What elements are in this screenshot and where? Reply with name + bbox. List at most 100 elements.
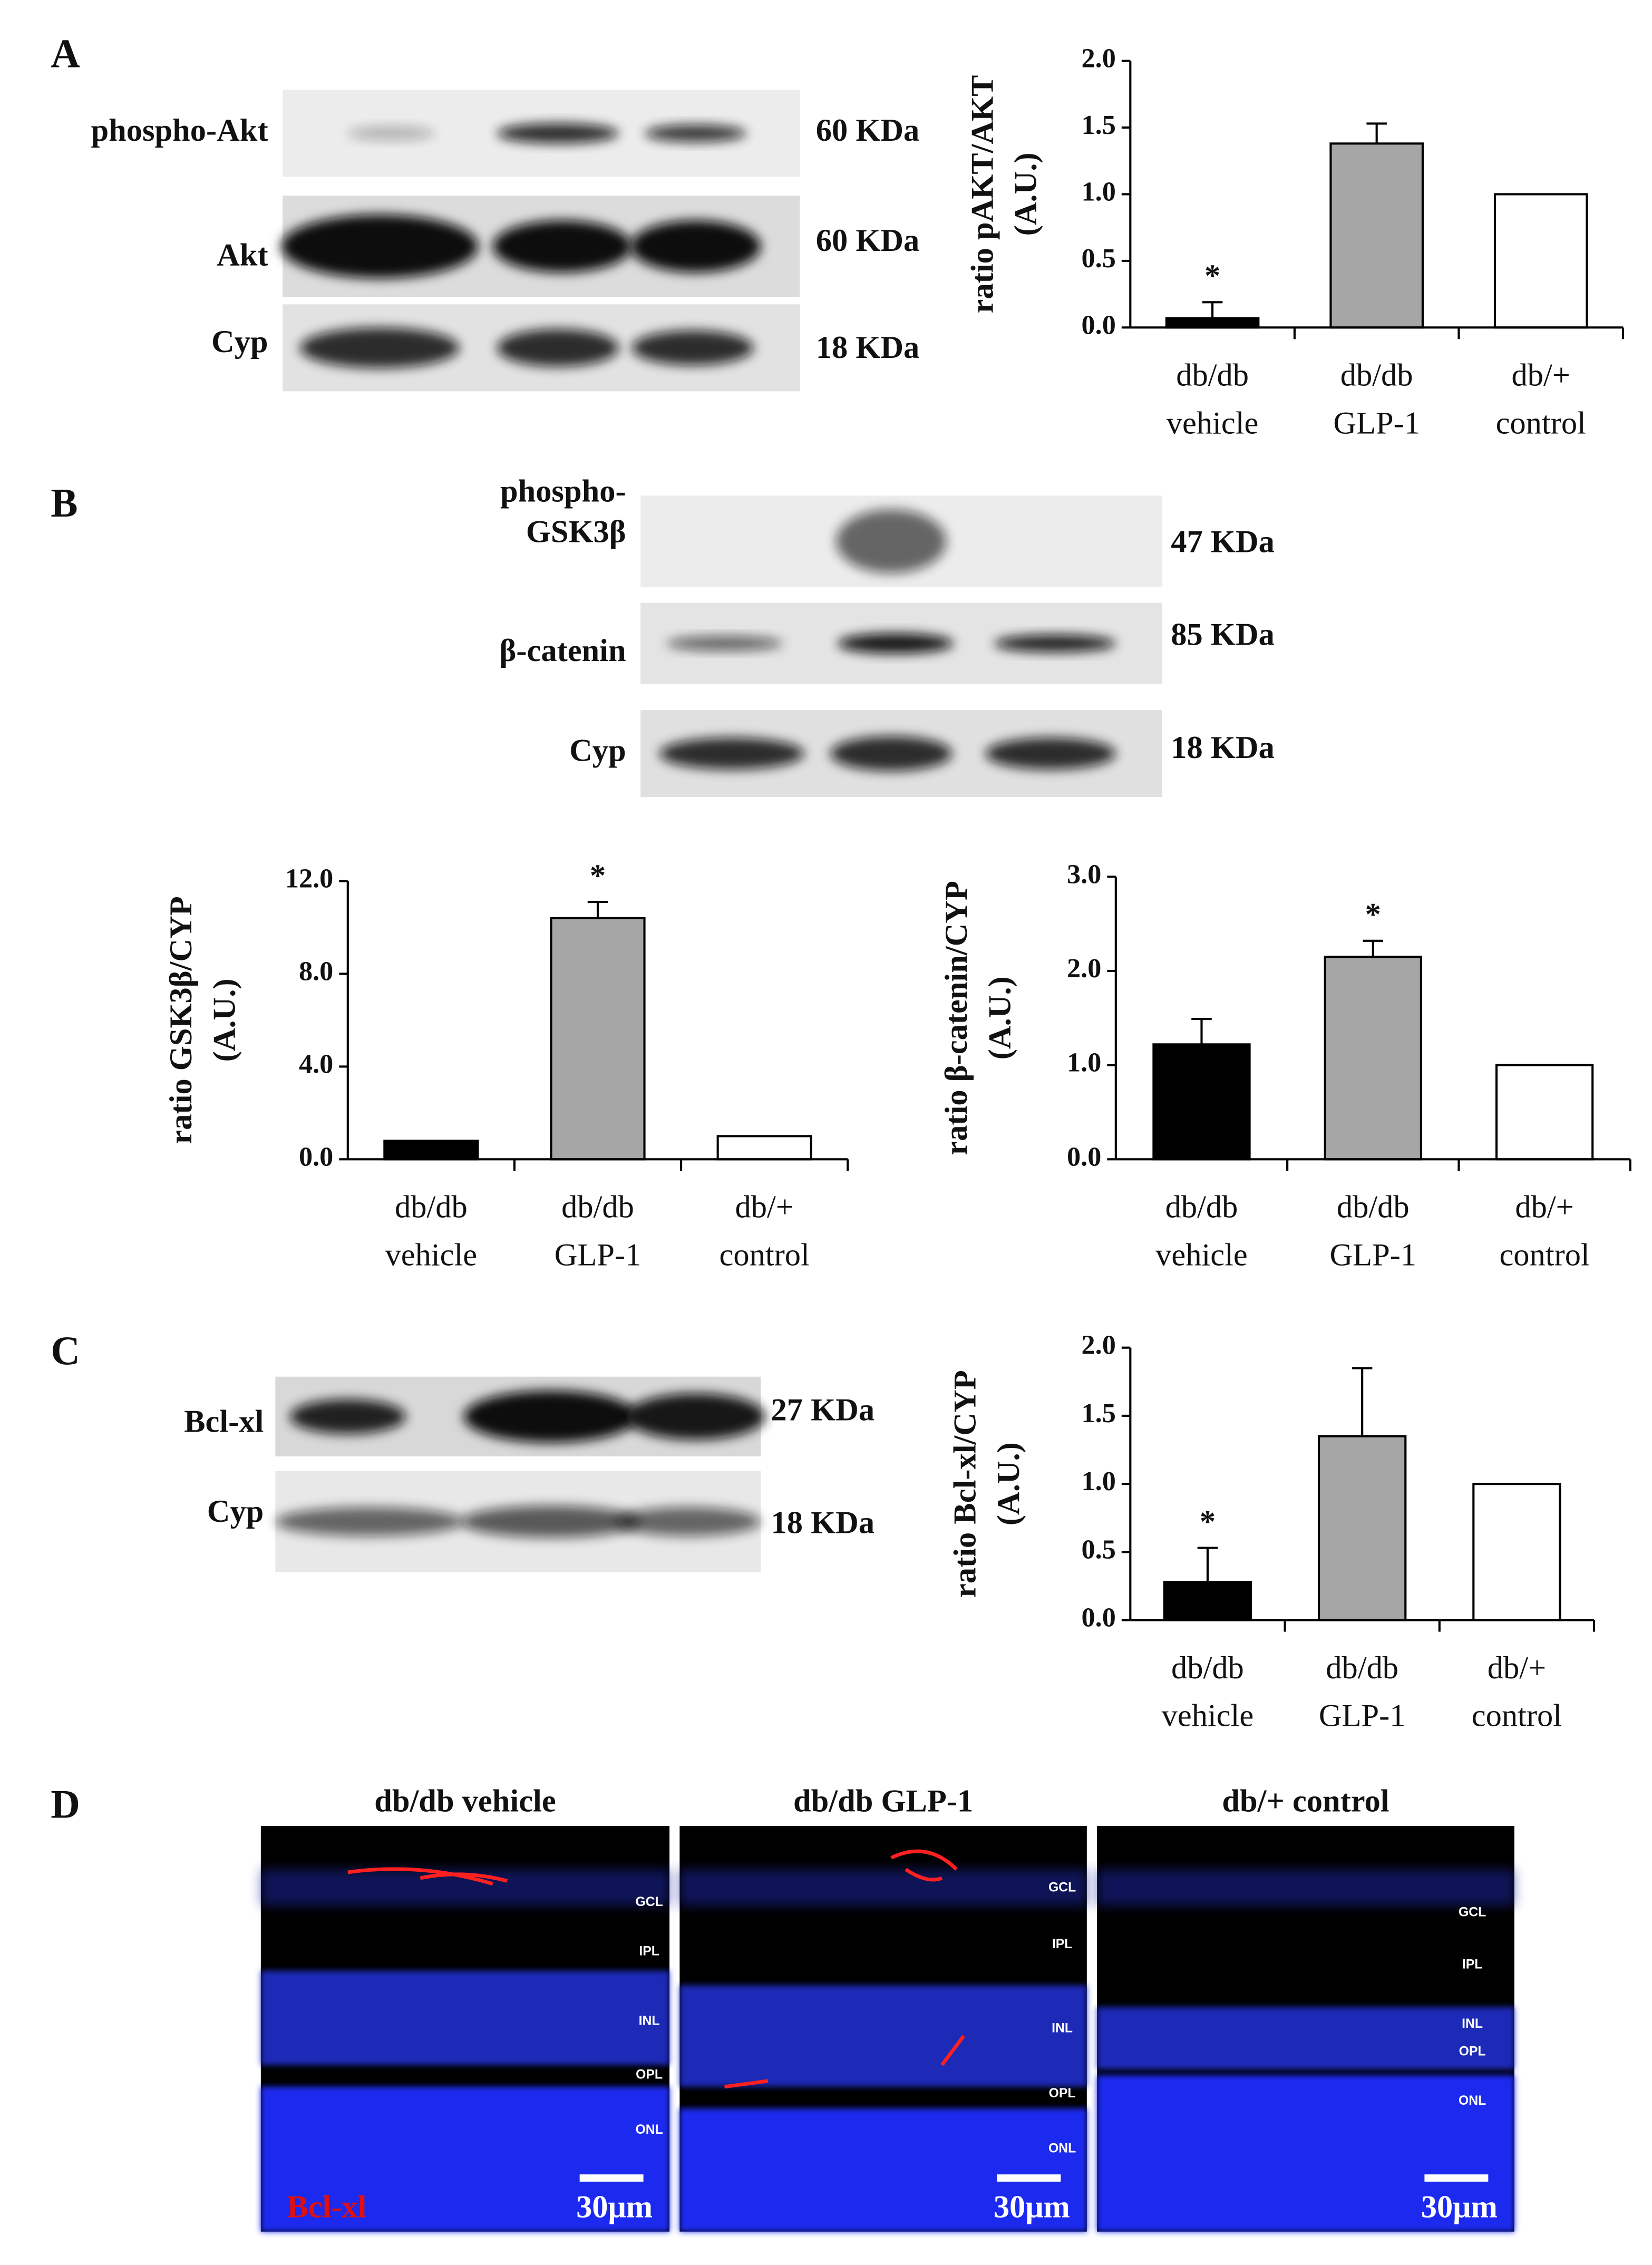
significance-star: * xyxy=(1365,897,1381,932)
significance-star: * xyxy=(590,858,606,893)
blot-band xyxy=(497,329,619,367)
blot-band xyxy=(492,220,632,273)
x-tick-label: db/db vehicle xyxy=(385,1189,478,1272)
y-tick-label: 0.0 xyxy=(1082,309,1116,340)
y-tick-label: 3.0 xyxy=(1067,859,1101,889)
y-tick-label: 1.5 xyxy=(1082,110,1116,140)
y-tick-label: 0.5 xyxy=(1082,1534,1116,1564)
blot-band xyxy=(626,1393,765,1440)
gcl-layer xyxy=(1097,1869,1514,1906)
protein-label: phospho- xyxy=(500,473,626,509)
image-title: db/+ control xyxy=(1222,1784,1389,1819)
protein-label: Akt xyxy=(217,237,268,273)
protein-label: phospho-Akt xyxy=(91,113,268,148)
y-tick-label: 4.0 xyxy=(299,1048,333,1079)
panel-label: A xyxy=(51,31,80,76)
x-tick-label: db/+ control xyxy=(720,1189,810,1272)
x-tick-label: db/db GLP-1 xyxy=(555,1189,642,1272)
y-tick-label: 8.0 xyxy=(299,956,333,986)
x-tick-label: db/db vehicle xyxy=(1155,1189,1248,1272)
onl-layer xyxy=(1097,2075,1514,2232)
blot-band xyxy=(631,330,754,365)
scale-label: 30μm xyxy=(576,2189,653,2224)
panel-label: D xyxy=(51,1782,80,1827)
bar xyxy=(383,1140,479,1161)
layer-label: IPL xyxy=(1462,1957,1482,1971)
protein-label: Cyp xyxy=(569,733,626,768)
y-tick-label: 2.0 xyxy=(1082,1330,1116,1360)
protein-label: GSK3β xyxy=(526,514,626,549)
protein-label: Bcl-xl xyxy=(184,1404,264,1439)
blot-band xyxy=(347,126,435,141)
scale-label: 30μm xyxy=(1421,2189,1498,2224)
bar xyxy=(1329,142,1424,329)
y-tick-label: 0.0 xyxy=(1082,1602,1116,1633)
y-tick-label: 1.0 xyxy=(1067,1047,1101,1078)
x-tick-label: db/+ control xyxy=(1496,357,1586,441)
blot-band xyxy=(275,1507,464,1537)
blot-band xyxy=(463,1390,638,1443)
blot-band xyxy=(837,633,954,654)
protein-label: Cyp xyxy=(211,324,268,359)
x-tick-label: db/db vehicle xyxy=(1167,357,1259,441)
inl-layer xyxy=(679,1985,1087,2087)
y-tick-label: 0.5 xyxy=(1082,243,1116,274)
y-tick-label: 1.0 xyxy=(1082,1466,1116,1496)
y-tick-label: 1.5 xyxy=(1082,1398,1116,1428)
blot-band xyxy=(289,1399,406,1434)
size-label: 18 KDa xyxy=(1171,730,1275,765)
protein-label: β-catenin xyxy=(500,633,626,668)
x-tick-label: db/db GLP-1 xyxy=(1329,1189,1416,1272)
blot-band xyxy=(461,1505,641,1538)
x-tick-label: db/db vehicle xyxy=(1162,1650,1254,1734)
size-label: 60 KDa xyxy=(816,223,920,258)
bar xyxy=(1163,1581,1252,1621)
x-tick-label: db/db GLP-1 xyxy=(1319,1650,1406,1734)
bar xyxy=(1318,1435,1407,1621)
blot-band xyxy=(830,736,953,771)
inl-layer xyxy=(1097,2007,1514,2069)
blot-band xyxy=(666,636,783,651)
layer-label: INL xyxy=(639,2014,660,2028)
y-axis-label: (A.U.) xyxy=(1008,153,1044,236)
y-axis-label: ratio β-catenin/CYP xyxy=(939,881,974,1155)
layer-label: GCL xyxy=(635,1895,663,1909)
layer-label: IPL xyxy=(639,1945,659,1959)
layer-label: ONL xyxy=(1048,2142,1076,2156)
layer-label: OPL xyxy=(636,2067,663,2082)
y-tick-label: 2.0 xyxy=(1067,953,1101,984)
x-tick-label: db/+ control xyxy=(1472,1650,1562,1734)
y-axis-label: ratio GSK3β/CYP xyxy=(163,896,199,1144)
bar xyxy=(1152,1043,1251,1161)
blot-band xyxy=(836,509,947,573)
y-axis-label: (A.U.) xyxy=(982,976,1017,1059)
bcl-xl-signal xyxy=(724,1849,965,2089)
panel-label: C xyxy=(51,1328,80,1373)
y-tick-label: 12.0 xyxy=(285,863,333,894)
blot-band xyxy=(994,635,1116,653)
significance-star: * xyxy=(1200,1504,1216,1540)
layer-label: OPL xyxy=(1049,2086,1076,2101)
bar xyxy=(1493,193,1588,329)
layer-label: ONL xyxy=(635,2123,663,2137)
blot-band xyxy=(645,124,746,142)
layer-label: INL xyxy=(1462,2017,1483,2031)
size-label: 27 KDa xyxy=(771,1392,875,1427)
blot-band xyxy=(659,737,804,770)
bar xyxy=(1472,1483,1561,1621)
bar xyxy=(1324,956,1422,1161)
gcl-layer xyxy=(679,1869,1087,1906)
size-label: 85 KDa xyxy=(1171,617,1275,653)
y-axis-label: (A.U.) xyxy=(207,979,242,1062)
protein-label: Cyp xyxy=(207,1494,264,1529)
blot-band xyxy=(985,737,1116,770)
onl-layer xyxy=(679,2108,1087,2232)
bar xyxy=(1495,1064,1594,1161)
image-title: db/db vehicle xyxy=(374,1784,556,1819)
bar xyxy=(1165,317,1260,329)
x-tick-label: db/+ control xyxy=(1499,1189,1589,1272)
size-label: 18 KDa xyxy=(816,330,920,365)
size-label: 60 KDa xyxy=(816,113,920,148)
